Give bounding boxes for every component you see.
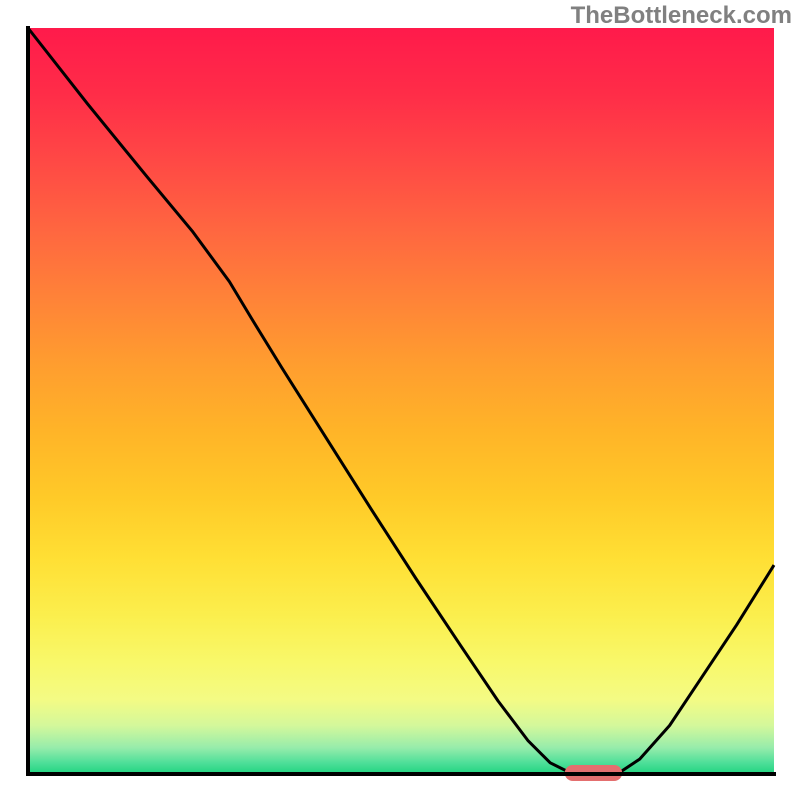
- watermark-text: TheBottleneck.com: [571, 2, 792, 30]
- gradient-background: [28, 28, 774, 774]
- chart-container: TheBottleneck.com: [0, 0, 800, 800]
- chart-svg: [0, 0, 800, 800]
